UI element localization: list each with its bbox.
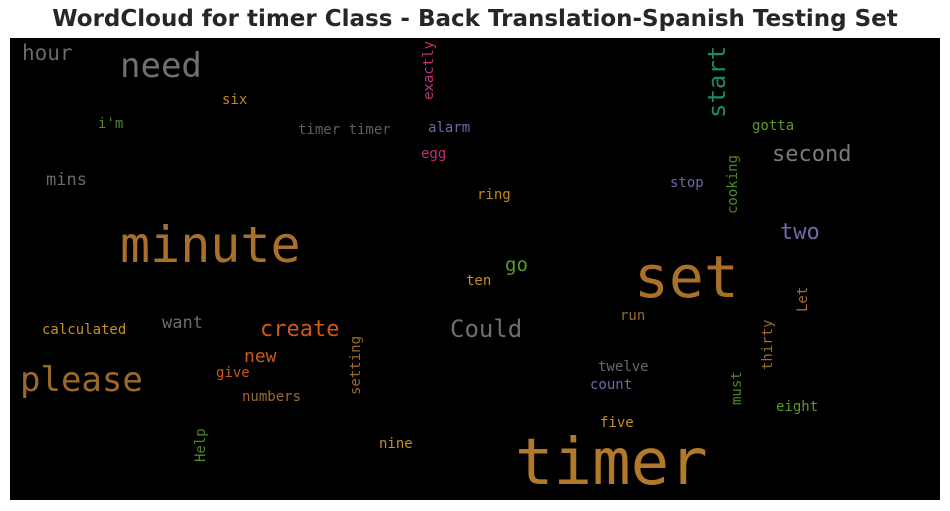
word-help: Help: [193, 428, 209, 462]
word-setting: setting: [348, 335, 364, 395]
word-cooking: cooking: [725, 154, 741, 214]
word-numbers: numbers: [242, 389, 302, 405]
word-mins: mins: [46, 170, 87, 190]
word-timer: timer: [515, 426, 708, 500]
word-create: create: [260, 317, 340, 342]
word-six: six: [222, 92, 248, 108]
word-five: five: [600, 415, 634, 431]
word-want: want: [162, 313, 203, 333]
word-minute: minute: [120, 216, 301, 274]
word-need: need: [120, 46, 202, 86]
word-hour: hour: [22, 41, 73, 65]
chart-title: WordCloud for timer Class - Back Transla…: [52, 6, 898, 32]
word-go: go: [505, 254, 528, 276]
word-exactly: exactly: [421, 40, 437, 100]
word-timer-timer: timer timer: [298, 122, 391, 138]
word-thirty: thirty: [760, 319, 776, 370]
word-calculated: calculated: [42, 322, 127, 338]
word-twelve: twelve: [598, 359, 649, 375]
word-new: new: [244, 346, 277, 367]
word-stop: stop: [670, 175, 704, 191]
word-egg: egg: [421, 146, 447, 162]
word-set: set: [634, 243, 739, 311]
word-must: must: [729, 371, 745, 405]
word-run: run: [620, 308, 646, 324]
word-alarm: alarm: [428, 120, 471, 136]
word-ring: ring: [477, 187, 511, 203]
word-could: Could: [450, 315, 523, 343]
wordcloud-canvas: timer minute set please need Could start second…: [10, 38, 940, 500]
word-give: give: [216, 365, 250, 381]
word-second: second: [772, 142, 852, 167]
word-start: start: [703, 45, 731, 118]
word-nine: nine: [379, 436, 413, 452]
word-gotta: gotta: [752, 118, 795, 134]
word-i-m: i'm: [98, 116, 124, 132]
word-eight: eight: [776, 399, 819, 415]
word-ten: ten: [466, 273, 492, 289]
word-two: two: [780, 220, 820, 245]
word-let: Let: [795, 286, 811, 312]
word-count: count: [590, 377, 633, 393]
word-please: please: [20, 360, 143, 400]
